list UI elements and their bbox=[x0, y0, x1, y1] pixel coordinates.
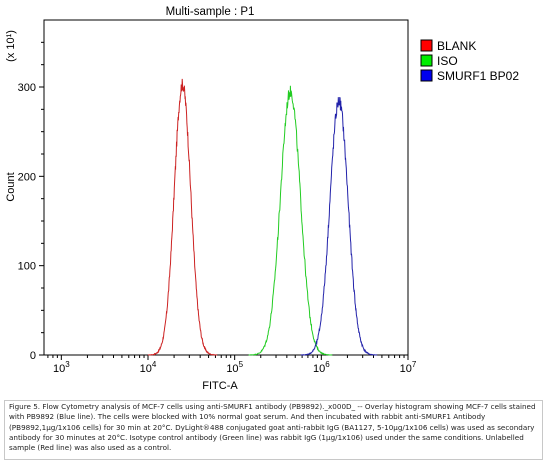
series-line-blank bbox=[147, 78, 218, 356]
series-line-iso bbox=[248, 85, 333, 356]
y-tick-label: 200 bbox=[18, 171, 36, 183]
legend-swatch-smurf1-bp02 bbox=[420, 69, 433, 82]
x-axis-ticks: 103 104 105 106 107 bbox=[47, 355, 417, 375]
flow-cytometry-histogram: Multi-sample : P1 (x 10¹) Count FITC-A 0… bbox=[5, 6, 519, 392]
x-tick-label: 104 bbox=[140, 360, 157, 375]
y-axis-label: Count bbox=[5, 172, 17, 201]
y-tick-label: 100 bbox=[18, 261, 36, 273]
legend-swatch-iso bbox=[420, 54, 433, 67]
legend-swatch-blank bbox=[420, 39, 433, 52]
histogram-curves bbox=[147, 78, 378, 356]
figure-caption: Figure 5. Flow Cytometry analysis of MCF… bbox=[4, 400, 543, 460]
legend-label-blank: BLANK bbox=[437, 39, 476, 53]
x-axis-label: FITC-A bbox=[202, 380, 238, 392]
x-tick-label: 107 bbox=[400, 360, 417, 375]
series-line-smurf1-bp02 bbox=[300, 96, 378, 356]
plot-frame bbox=[43, 19, 409, 356]
y-tick-label: 0 bbox=[30, 350, 36, 362]
chart-title: Multi-sample : P1 bbox=[166, 6, 255, 18]
legend-label-iso: ISO bbox=[437, 54, 458, 68]
x-tick-label: 106 bbox=[313, 360, 330, 375]
y-tick-label: 300 bbox=[18, 82, 36, 94]
y-multiplier-label: (x 10¹) bbox=[5, 30, 17, 62]
x-tick-label: 103 bbox=[53, 360, 70, 375]
x-tick-label: 105 bbox=[226, 360, 243, 375]
y-axis-ticks: 0 100 200 300 bbox=[18, 41, 44, 362]
legend-label-smurf1-bp02: SMURF1 BP02 bbox=[437, 69, 519, 83]
